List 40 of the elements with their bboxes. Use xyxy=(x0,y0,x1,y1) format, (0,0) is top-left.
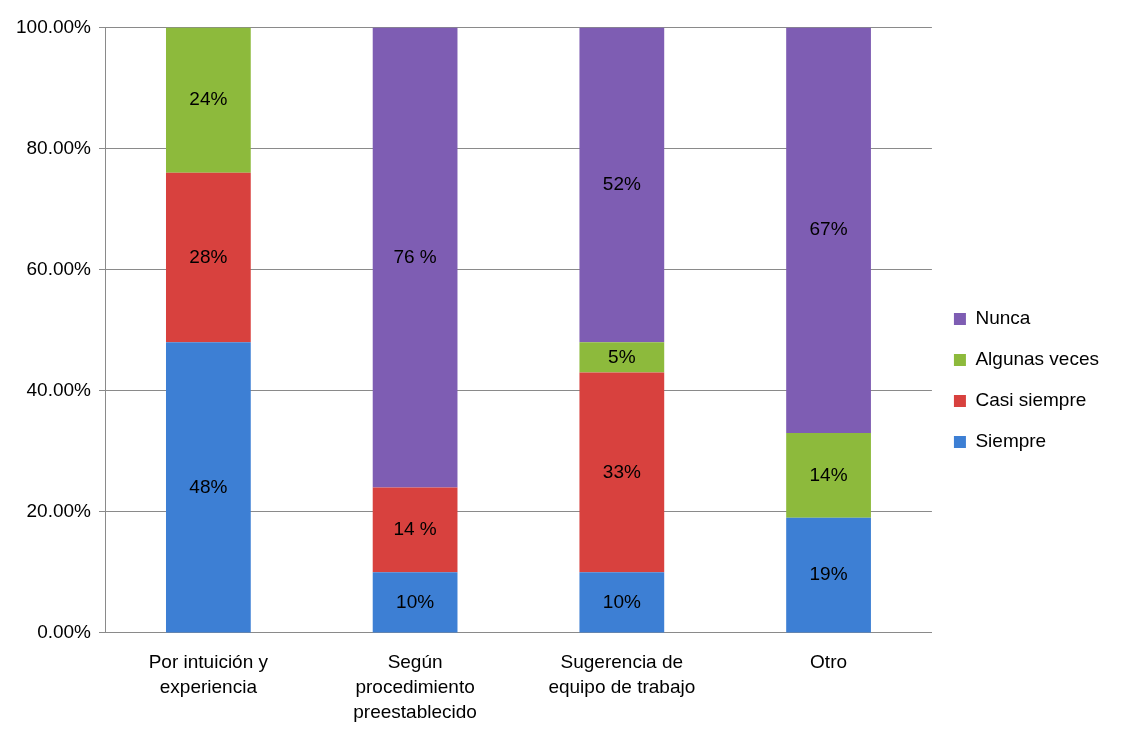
bar xyxy=(579,572,665,633)
bar xyxy=(786,433,871,518)
data-label: 10% xyxy=(602,590,641,612)
y-tick-label: 100.00% xyxy=(15,15,92,37)
x-tick-label: Otro xyxy=(810,651,848,673)
data-label: 33% xyxy=(602,460,641,482)
bar xyxy=(165,27,251,173)
bar xyxy=(579,372,665,573)
bar xyxy=(372,27,458,488)
bar xyxy=(372,487,458,573)
data-label: 14% xyxy=(809,463,848,485)
legend-label: Casi siempre xyxy=(975,389,1087,411)
y-tick-label: 0.00% xyxy=(37,621,92,643)
y-tick-label: 40.00% xyxy=(26,378,92,400)
bar xyxy=(165,172,251,343)
data-label: 52% xyxy=(602,173,641,195)
bar xyxy=(165,342,251,633)
data-label: 24% xyxy=(189,88,228,110)
data-label: 10% xyxy=(396,590,435,612)
y-tick-label: 80.00% xyxy=(26,136,92,158)
data-label: 48% xyxy=(189,475,228,497)
data-label: 67% xyxy=(809,218,848,240)
data-label: 28% xyxy=(189,245,228,267)
bar xyxy=(786,517,871,633)
y-tick-label: 60.00% xyxy=(26,257,92,279)
data-label: 14 % xyxy=(393,518,437,540)
legend-label: Algunas veces xyxy=(975,348,1099,370)
x-tick-label: Según procedimiento preestablecido xyxy=(353,651,477,722)
bar xyxy=(786,27,871,434)
legend-label: Siempre xyxy=(975,430,1047,452)
y-tick-label: 20.00% xyxy=(26,500,92,522)
bar xyxy=(372,572,458,633)
x-tick-label: Por intuición y experiencia xyxy=(148,651,269,698)
data-label: 76 % xyxy=(393,245,437,267)
bar xyxy=(579,342,665,373)
bar xyxy=(579,27,665,343)
data-label: 19% xyxy=(809,563,848,585)
data-label: 5% xyxy=(608,345,636,367)
x-tick-label: Sugerencia de equipo de trabajo xyxy=(548,651,696,698)
legend-label: Nunca xyxy=(975,307,1031,329)
